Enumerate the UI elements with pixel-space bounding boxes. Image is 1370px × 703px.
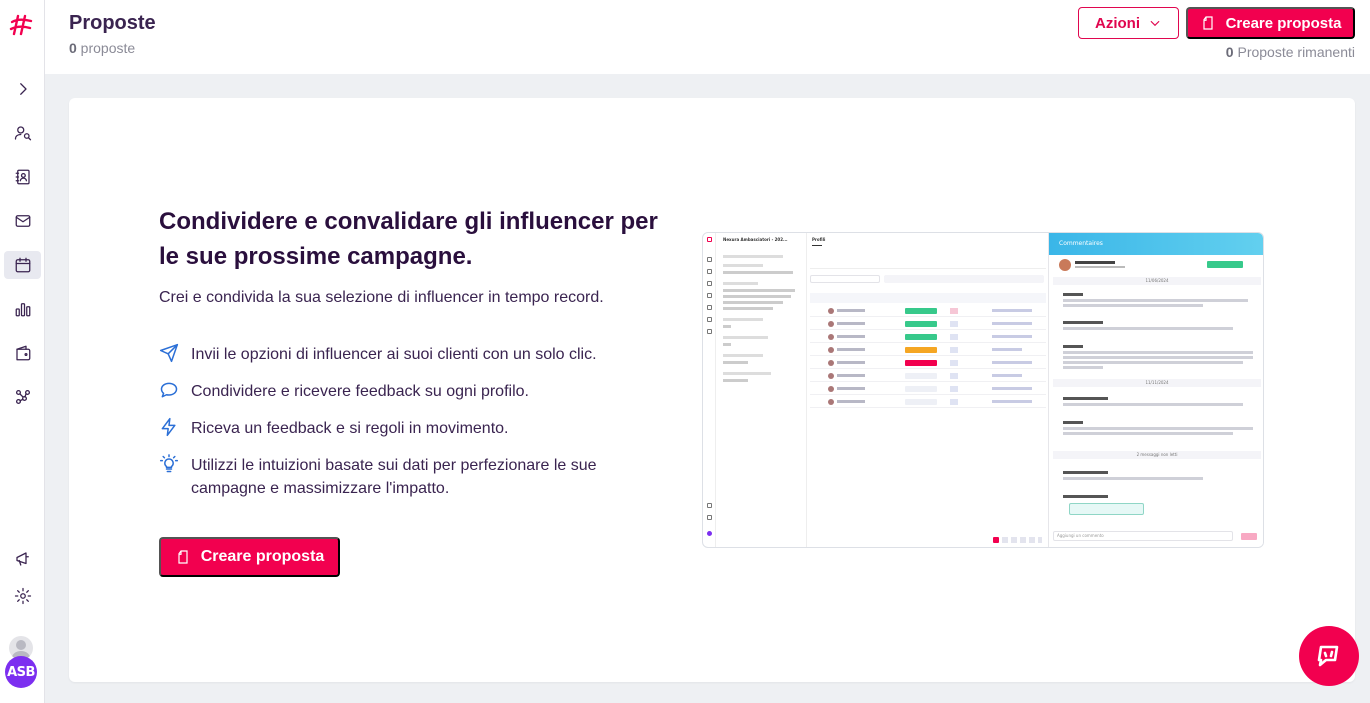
- calendar-icon[interactable]: [4, 251, 41, 279]
- empty-state-card: Condividere e convalidare gli influencer…: [69, 98, 1355, 682]
- preview-comments-panel: Commentaires 11/06/2024 11/11/2024 2 mes…: [1048, 233, 1263, 547]
- feature-text: Invii le opzioni di influencer ai suoi c…: [191, 346, 597, 363]
- feature-text: Condividere e ricevere feedback su ogni …: [191, 383, 529, 400]
- preview-proposal-name: Nexura Ambasciatori - 202...: [723, 237, 788, 242]
- preview-nav-icon: [707, 515, 712, 520]
- preview-nav-icon: [707, 293, 712, 298]
- preview-nav-icon: [707, 317, 712, 322]
- preview-logo-icon: [707, 237, 712, 242]
- user-search-icon[interactable]: [4, 119, 41, 147]
- proposal-count-value: 0: [69, 40, 77, 56]
- wallet-icon[interactable]: [4, 339, 41, 367]
- preview-avatar: [707, 531, 712, 536]
- remaining-proposals: 0 Proposte rimanenti: [1226, 44, 1355, 60]
- preview-nav-icon: [707, 281, 712, 286]
- proposal-count-label: proposte: [76, 40, 136, 56]
- preview-nav-icon: [707, 257, 712, 262]
- feature-item: Riceva un feedback e si regoli in movime…: [159, 417, 639, 440]
- actions-label: Azioni: [1095, 14, 1140, 32]
- chevron-down-icon: [1150, 20, 1160, 27]
- lightning-icon: [159, 417, 181, 439]
- preview-info-panel: Nexura Ambasciatori - 202...: [717, 233, 807, 547]
- preview-sidebar: [703, 233, 716, 547]
- proposal-count: 0 proposte: [69, 40, 135, 56]
- remaining-label: Proposte rimanenti: [1233, 44, 1355, 60]
- create-proposal-button[interactable]: Creare proposta: [1186, 7, 1355, 39]
- megaphone-icon[interactable]: [4, 545, 41, 573]
- create-proposal-cta-label: Creare proposta: [200, 548, 325, 565]
- page-title: Proposte: [69, 12, 156, 34]
- preview-nav-icon: [707, 305, 712, 310]
- preview-table-area: Profili: [808, 233, 1048, 547]
- lightbulb-icon: [159, 454, 181, 476]
- preview-nav-icon: [707, 503, 712, 508]
- preview-comment-input: Aggiungi un commento: [1057, 533, 1104, 538]
- bar-chart-icon[interactable]: [4, 295, 41, 323]
- preview-tab: Profili: [812, 237, 826, 242]
- help-chat-button[interactable]: [1299, 626, 1359, 686]
- create-proposal-cta-button[interactable]: Creare proposta: [159, 537, 340, 577]
- send-icon: [159, 343, 181, 365]
- preview-date-bar: 11/06/2024: [1053, 277, 1261, 285]
- network-icon[interactable]: [4, 383, 41, 411]
- avatar[interactable]: ASB: [5, 656, 37, 688]
- preview-unread-bar: 2 messaggi non letti: [1053, 451, 1261, 459]
- empty-state-headline: Condividere e convalidare gli influencer…: [159, 208, 658, 270]
- chat-support-icon: [1317, 645, 1339, 667]
- feature-item: Invii le opzioni di influencer ai suoi c…: [159, 343, 639, 366]
- mail-icon[interactable]: [4, 207, 41, 235]
- feature-text: Utilizzi le intuizioni basate sui dati p…: [191, 457, 597, 497]
- product-preview-image: Nexura Ambasciatori - 202... Profili: [702, 232, 1264, 548]
- feature-item: Utilizzi le intuizioni basate sui dati p…: [159, 454, 639, 500]
- empty-state-lead: Crei e condivida la sua selezione di inf…: [159, 289, 604, 306]
- chat-bubble-icon: [159, 380, 181, 402]
- document-icon: [1202, 16, 1213, 30]
- sidebar: ASB: [0, 0, 45, 703]
- document-icon: [178, 550, 188, 564]
- brand-logo-icon[interactable]: [9, 12, 35, 38]
- create-proposal-label: Creare proposta: [1225, 14, 1342, 32]
- preview-date-bar: 11/11/2024: [1053, 379, 1261, 387]
- preview-nav-icon: [707, 329, 712, 334]
- feature-list: Invii le opzioni di influencer ai suoi c…: [159, 343, 639, 514]
- contacts-icon[interactable]: [4, 163, 41, 191]
- gear-icon[interactable]: [4, 582, 41, 610]
- actions-dropdown-button[interactable]: Azioni: [1078, 7, 1179, 39]
- page-header: Proposte 0 proposte Azioni Creare propos…: [45, 0, 1370, 74]
- preview-comments-title: Commentaires: [1049, 233, 1263, 255]
- chevron-right-icon[interactable]: [4, 75, 41, 103]
- feature-item: Condividere e ricevere feedback su ogni …: [159, 380, 639, 403]
- feature-text: Riceva un feedback e si regoli in movime…: [191, 420, 509, 437]
- remaining-count: 0: [1225, 44, 1234, 60]
- preview-nav-icon: [707, 269, 712, 274]
